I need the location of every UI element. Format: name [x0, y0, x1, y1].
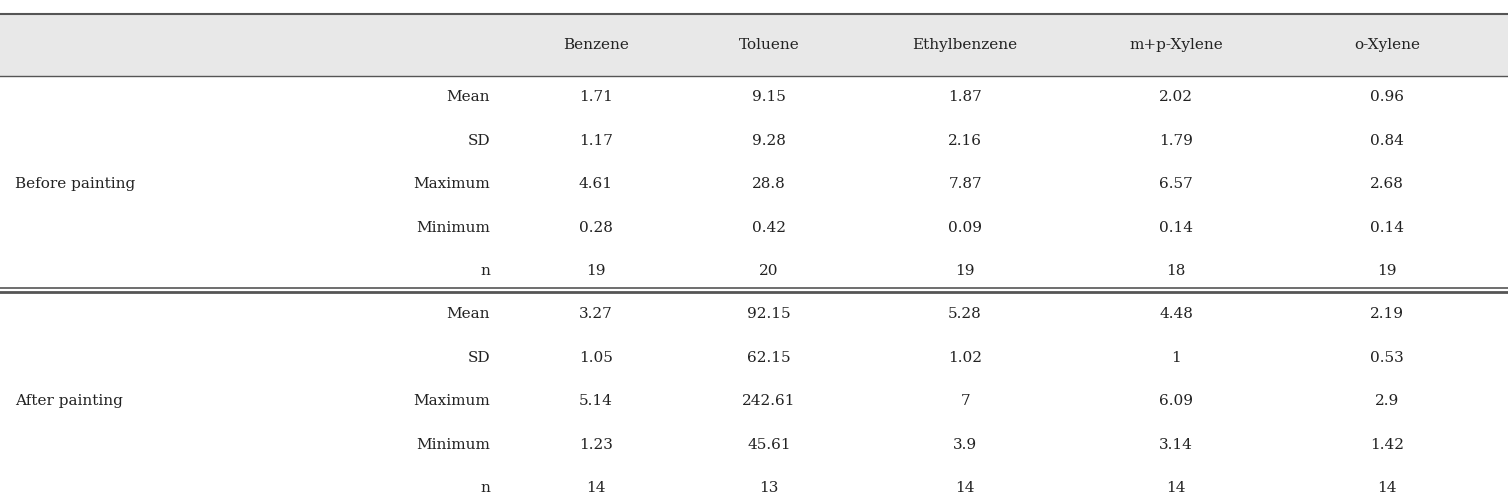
Text: 2.16: 2.16: [949, 134, 982, 148]
Text: 1.02: 1.02: [949, 351, 982, 365]
Text: 4.61: 4.61: [579, 177, 612, 191]
Text: Before painting: Before painting: [15, 177, 136, 191]
Text: 1: 1: [1172, 351, 1181, 365]
Text: o-Xylene: o-Xylene: [1354, 38, 1421, 52]
Text: 6.09: 6.09: [1160, 394, 1193, 408]
Text: Mean: Mean: [446, 308, 490, 321]
Text: SD: SD: [467, 134, 490, 148]
Text: 242.61: 242.61: [742, 394, 796, 408]
Text: 1.71: 1.71: [579, 90, 612, 104]
Text: 4.48: 4.48: [1160, 308, 1193, 321]
Text: 1.79: 1.79: [1160, 134, 1193, 148]
Text: n: n: [480, 264, 490, 278]
Text: 0.84: 0.84: [1371, 134, 1404, 148]
Text: SD: SD: [467, 351, 490, 365]
Text: 20: 20: [760, 264, 778, 278]
Text: 19: 19: [587, 264, 605, 278]
Text: 19: 19: [956, 264, 974, 278]
Text: 14: 14: [1378, 481, 1396, 492]
Text: m+p-Xylene: m+p-Xylene: [1129, 38, 1223, 52]
Text: 14: 14: [587, 481, 605, 492]
Text: 5.28: 5.28: [949, 308, 982, 321]
Text: Minimum: Minimum: [416, 220, 490, 235]
Text: 2.68: 2.68: [1371, 177, 1404, 191]
Text: 0.96: 0.96: [1371, 90, 1404, 104]
Text: 9.15: 9.15: [752, 90, 786, 104]
Text: n: n: [480, 481, 490, 492]
Text: 19: 19: [1378, 264, 1396, 278]
Text: Benzene: Benzene: [562, 38, 629, 52]
Text: Ethylbenzene: Ethylbenzene: [912, 38, 1018, 52]
Text: 45.61: 45.61: [748, 438, 790, 452]
Text: 1.87: 1.87: [949, 90, 982, 104]
Text: Minimum: Minimum: [416, 438, 490, 452]
Text: 6.57: 6.57: [1160, 177, 1193, 191]
Text: 3.27: 3.27: [579, 308, 612, 321]
Text: Toluene: Toluene: [739, 38, 799, 52]
Text: 3.14: 3.14: [1160, 438, 1193, 452]
Text: 2.19: 2.19: [1371, 308, 1404, 321]
Text: 7: 7: [961, 394, 970, 408]
Text: 0.09: 0.09: [949, 220, 982, 235]
Text: 1.23: 1.23: [579, 438, 612, 452]
Text: 14: 14: [1167, 481, 1185, 492]
Text: 2.9: 2.9: [1375, 394, 1399, 408]
Text: 1.17: 1.17: [579, 134, 612, 148]
Text: 3.9: 3.9: [953, 438, 977, 452]
Text: 2.02: 2.02: [1160, 90, 1193, 104]
Text: 7.87: 7.87: [949, 177, 982, 191]
Text: After painting: After painting: [15, 394, 124, 408]
Text: 0.28: 0.28: [579, 220, 612, 235]
Text: 62.15: 62.15: [748, 351, 790, 365]
Text: 5.14: 5.14: [579, 394, 612, 408]
Text: 1.05: 1.05: [579, 351, 612, 365]
Text: 13: 13: [760, 481, 778, 492]
Text: 28.8: 28.8: [752, 177, 786, 191]
Text: Mean: Mean: [446, 90, 490, 104]
Text: 18: 18: [1167, 264, 1185, 278]
Text: Maximum: Maximum: [413, 394, 490, 408]
Text: 92.15: 92.15: [748, 308, 790, 321]
Text: 1.42: 1.42: [1371, 438, 1404, 452]
Text: Maximum: Maximum: [413, 177, 490, 191]
Text: 0.14: 0.14: [1371, 220, 1404, 235]
Text: 0.42: 0.42: [752, 220, 786, 235]
Text: 0.53: 0.53: [1371, 351, 1404, 365]
Bar: [0, 14, 1508, 76]
Text: 0.14: 0.14: [1160, 220, 1193, 235]
Text: 9.28: 9.28: [752, 134, 786, 148]
Text: 14: 14: [956, 481, 974, 492]
